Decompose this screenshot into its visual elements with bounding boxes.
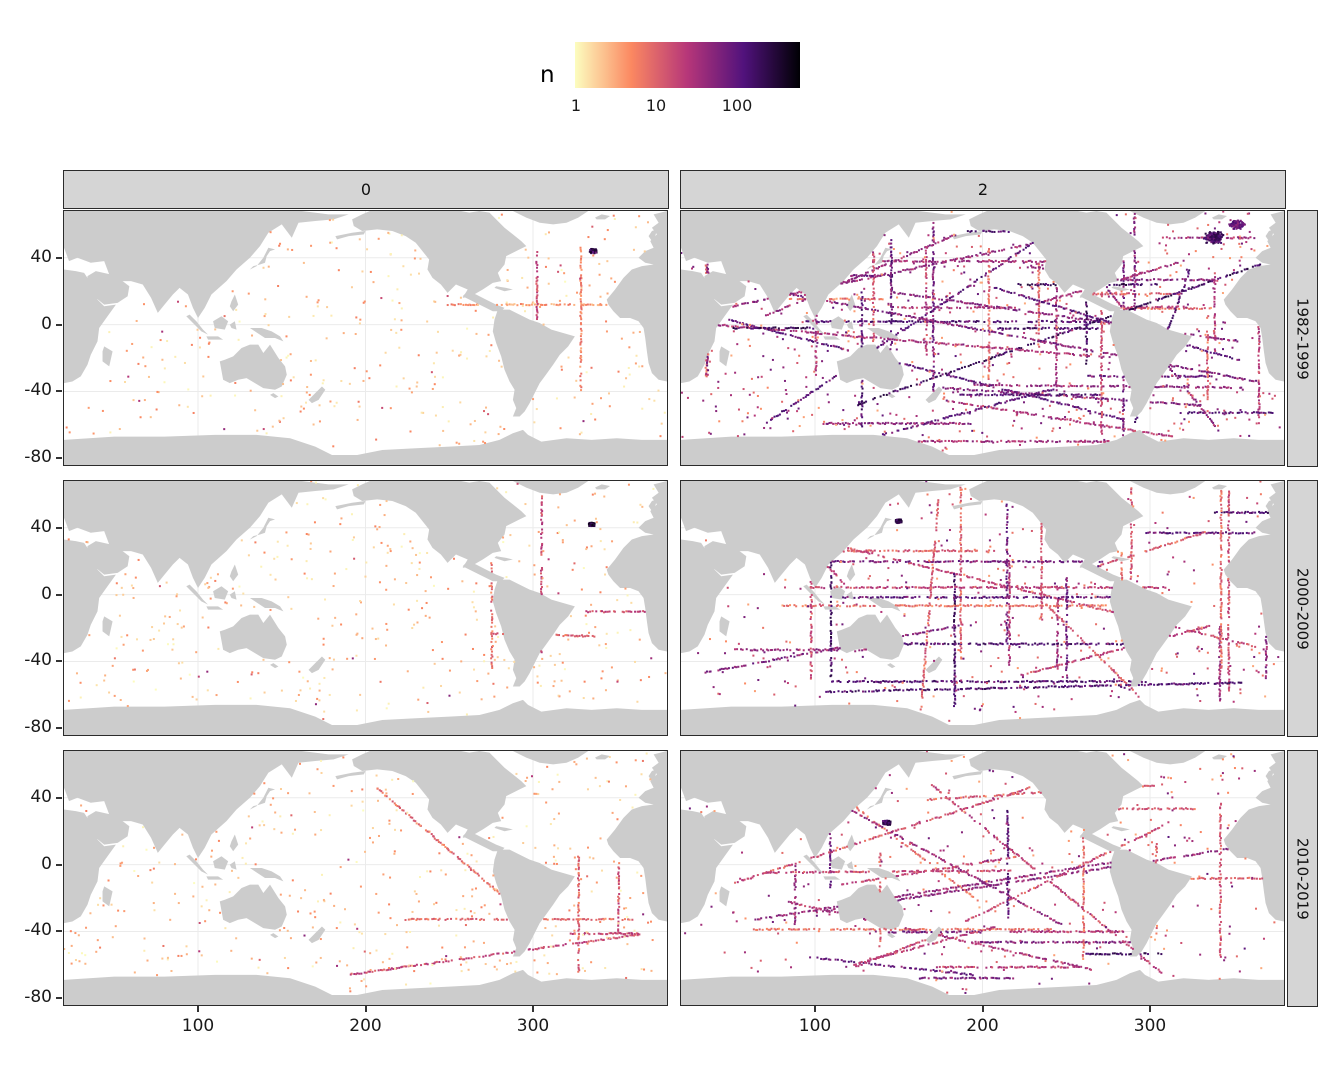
y-tick-mark	[56, 526, 62, 529]
map-panel-col0-2010-2019	[63, 750, 668, 1006]
facet-row-strip-2010-2019: 2010-2019	[1287, 750, 1318, 1007]
y-tick-label: 40	[30, 516, 52, 537]
facet-col-strip-2: 2	[680, 170, 1286, 209]
legend-gradient-bar	[575, 42, 800, 88]
facet-row-strip-1982-1999: 1982-1999	[1287, 210, 1318, 467]
facet-row-strip-2000-2009: 2000-2009	[1287, 480, 1318, 737]
x-tick-mark	[364, 1006, 367, 1012]
x-tick-mark	[1149, 1006, 1151, 1012]
map-panel-col2-2000-2009	[680, 480, 1285, 736]
map-panel-col0-1982-1999	[63, 210, 668, 466]
y-tick-label: -40	[24, 380, 52, 401]
y-tick-label: -80	[24, 987, 52, 1008]
color-legend: n 1 10 100	[0, 0, 1344, 130]
map-canvas	[681, 751, 1284, 1005]
y-tick-mark	[56, 660, 62, 663]
x-tick-label: 100	[798, 1016, 832, 1036]
facet-col-strip-0: 0	[63, 170, 669, 209]
legend-tick-label-10: 10	[645, 96, 667, 115]
y-tick-mark	[56, 930, 62, 933]
x-tick-label: 100	[181, 1016, 215, 1036]
y-tick-label: 0	[41, 583, 52, 604]
map-panel-col0-2000-2009	[63, 480, 668, 736]
facet-row-label-1982-1999: 1982-1999	[1293, 297, 1312, 380]
y-tick-label: 40	[30, 786, 52, 807]
x-tick-label: 200	[349, 1016, 382, 1036]
map-canvas	[64, 751, 667, 1005]
facet-col-label-2: 2	[977, 180, 989, 199]
y-tick-mark	[56, 997, 62, 1000]
map-panel-col2-2010-2019	[680, 750, 1285, 1006]
y-tick-label: 0	[41, 313, 52, 334]
map-canvas	[681, 481, 1284, 735]
y-tick-label: -40	[24, 920, 52, 941]
x-tick-mark	[197, 1006, 199, 1012]
y-tick-mark	[56, 256, 62, 259]
x-tick-label: 300	[1133, 1016, 1167, 1036]
facet-col-label-0: 0	[360, 180, 372, 199]
y-tick-label: 0	[41, 853, 52, 874]
x-tick-mark	[814, 1006, 816, 1012]
y-tick-mark	[56, 796, 62, 799]
y-tick-mark	[56, 323, 62, 326]
legend-tick-label-100: 100	[721, 96, 753, 115]
legend-title: n	[540, 62, 555, 88]
y-tick-mark	[56, 727, 62, 730]
map-canvas	[681, 211, 1284, 465]
x-tick-label: 300	[516, 1016, 550, 1036]
y-tick-label: -40	[24, 650, 52, 671]
map-canvas	[64, 481, 667, 735]
x-tick-mark	[981, 1006, 984, 1012]
x-tick-mark	[532, 1006, 534, 1012]
facet-row-label-2000-2009: 2000-2009	[1293, 567, 1312, 650]
y-tick-mark	[56, 457, 62, 460]
map-canvas	[64, 211, 667, 465]
y-tick-label: 40	[30, 246, 52, 267]
legend-tick-label-1: 1	[570, 96, 582, 115]
y-tick-label: -80	[24, 717, 52, 738]
y-tick-mark	[56, 390, 62, 393]
x-tick-label: 200	[966, 1016, 999, 1036]
facet-row-label-2010-2019: 2010-2019	[1293, 837, 1312, 920]
y-tick-label: -80	[24, 447, 52, 468]
y-tick-mark	[56, 863, 62, 866]
y-tick-mark	[56, 593, 62, 596]
map-panel-col2-1982-1999	[680, 210, 1285, 466]
